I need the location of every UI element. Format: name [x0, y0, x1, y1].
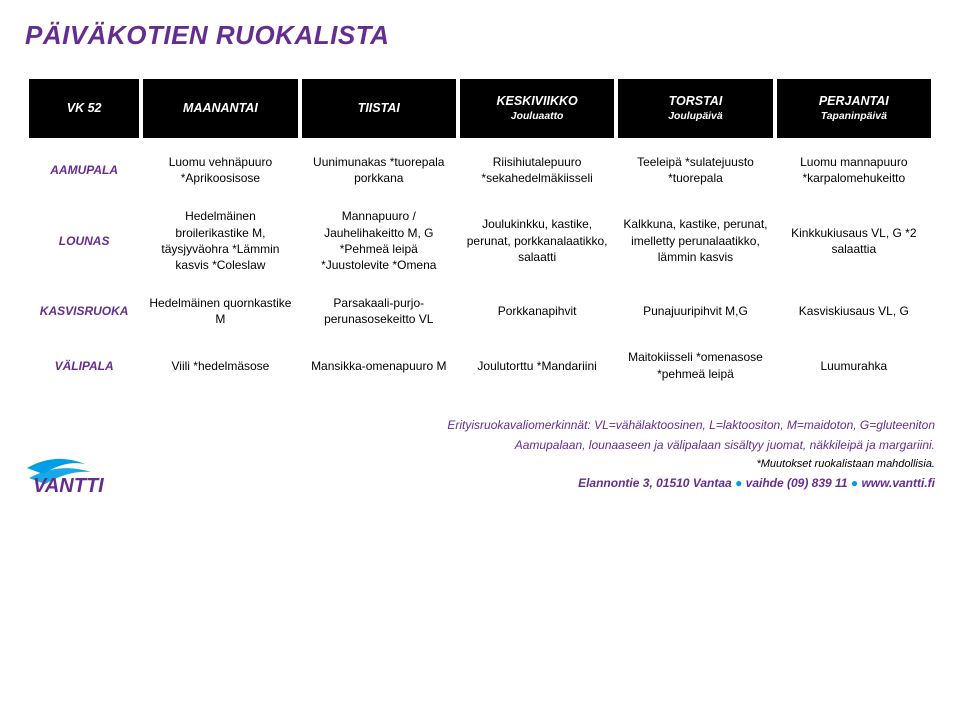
day-header-2: KESKIVIIKKOJouluaatto — [460, 79, 614, 138]
cell: Uunimunakas *tuorepala porkkana — [302, 148, 456, 192]
cell: Porkkanapihvit — [460, 289, 614, 333]
row-label-lounas: LOUNAS — [29, 202, 139, 279]
cell: Teeleipä *sulatejuusto *tuorepala — [618, 148, 772, 192]
cell: Hedelmäinen quornkastike M — [143, 289, 297, 333]
contact-line: Elannontie 3, 01510 Vantaa ● vaihde (09)… — [185, 476, 935, 490]
cell: Luomu mannapuuro *karpalomehukeitto — [777, 148, 931, 192]
cell: Joulukinkku, kastike, perunat, porkkanal… — [460, 202, 614, 279]
cell: Maitokiisseli *omenasose *pehmeä leipä — [618, 343, 772, 387]
change-note: *Muutokset ruokalistaan mahdollisia. — [185, 458, 935, 470]
includes-note: Aamupalaan, lounaaseen ja välipalaan sis… — [185, 438, 935, 452]
vantti-logo: VANTTI — [25, 450, 165, 496]
row-label-kasvis: KASVISRUOKA — [29, 289, 139, 333]
cell: Luumurahka — [777, 343, 931, 387]
bullet-icon: ● — [735, 476, 746, 490]
cell: Kinkkukiusaus VL, G *2 salaattia — [777, 202, 931, 279]
cell: Kasviskiusaus VL, G — [777, 289, 931, 333]
cell: Parsakaali-purjo-perunasosekeitto VL — [302, 289, 456, 333]
bullet-icon: ● — [851, 476, 862, 490]
contact-web: www.vantti.fi — [861, 476, 935, 490]
table-row: LOUNAS Hedelmäinen broilerikastike M, tä… — [29, 202, 931, 279]
cell: Joulutorttu *Mandariini — [460, 343, 614, 387]
row-label-aamupala: AAMUPALA — [29, 148, 139, 192]
cell: Hedelmäinen broilerikastike M, täysjyväo… — [143, 202, 297, 279]
cell: Luomu vehnäpuuro *Aprikoosisose — [143, 148, 297, 192]
cell: Punajuuripihvit M,G — [618, 289, 772, 333]
contact-phone: vaihde (09) 839 11 — [746, 476, 848, 490]
contact-addr: Elannontie 3, 01510 Vantaa — [578, 476, 732, 490]
day-header-4: PERJANTAITapaninpäivä — [777, 79, 931, 138]
page-title: PÄIVÄKOTIEN RUOKALISTA — [25, 20, 935, 51]
table-row: VÄLIPALA Viili *hedelmäsose Mansikka-ome… — [29, 343, 931, 387]
table-row: AAMUPALA Luomu vehnäpuuro *Aprikoosisose… — [29, 148, 931, 192]
cell: Viili *hedelmäsose — [143, 343, 297, 387]
row-label-valipala: VÄLIPALA — [29, 343, 139, 387]
abbr-note: Erityisruokavaliomerkinnät: VL=vähälakto… — [185, 418, 935, 432]
cell: Riisihiutalepuuro *sekahedelmäkiisseli — [460, 148, 614, 192]
table-row: KASVISRUOKA Hedelmäinen quornkastike M P… — [29, 289, 931, 333]
day-header-3: TORSTAIJoulupäivä — [618, 79, 772, 138]
cell: Mannapuuro / Jauhelihakeitto M, G *Pehme… — [302, 202, 456, 279]
day-header-1: TIISTAI — [302, 79, 456, 138]
menu-table: VK 52 MAANANTAI TIISTAI KESKIVIIKKOJoulu… — [25, 69, 935, 398]
logo-text: VANTTI — [33, 475, 104, 496]
cell: Mansikka-omenapuuro M — [302, 343, 456, 387]
header-row: VK 52 MAANANTAI TIISTAI KESKIVIIKKOJoulu… — [29, 79, 931, 138]
week-header: VK 52 — [29, 79, 139, 138]
cell: Kalkkuna, kastike, perunat, imelletty pe… — [618, 202, 772, 279]
day-header-0: MAANANTAI — [143, 79, 297, 138]
